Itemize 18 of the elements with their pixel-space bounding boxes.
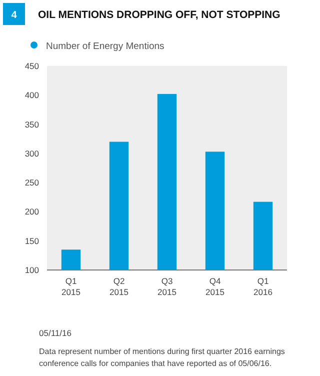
legend-label: Number of Energy Mentions (46, 41, 165, 52)
y-tick-label: 300 (24, 148, 40, 158)
y-tick-label: 150 (24, 236, 40, 246)
x-tick-label: Q1 2016 (254, 276, 273, 297)
y-tick-label: 450 (24, 61, 40, 71)
x-tick-label: Q4 2015 (206, 276, 225, 297)
y-tick-label: 400 (24, 90, 40, 100)
x-tick-label: Q1 2015 (62, 276, 81, 297)
y-tick-label: 100 (24, 265, 40, 275)
y-tick-label: 200 (24, 206, 40, 217)
text: 4 (11, 10, 18, 21)
text: Data represent number of mentions during first quarter 2016 earnings conference calls for companies that have reported as of 05/06/16. (39, 347, 285, 368)
y-tick-label: 250 (24, 178, 40, 188)
y-tick-label: 350 (24, 119, 40, 130)
x-tick-label: Q2 2015 (110, 276, 129, 297)
text: 05/11/16 (39, 328, 72, 338)
chart-title: OIL MENTIONS DROPPING OFF, NOT STOPPING (38, 9, 280, 21)
x-tick-label: Q3 2015 (158, 276, 177, 297)
